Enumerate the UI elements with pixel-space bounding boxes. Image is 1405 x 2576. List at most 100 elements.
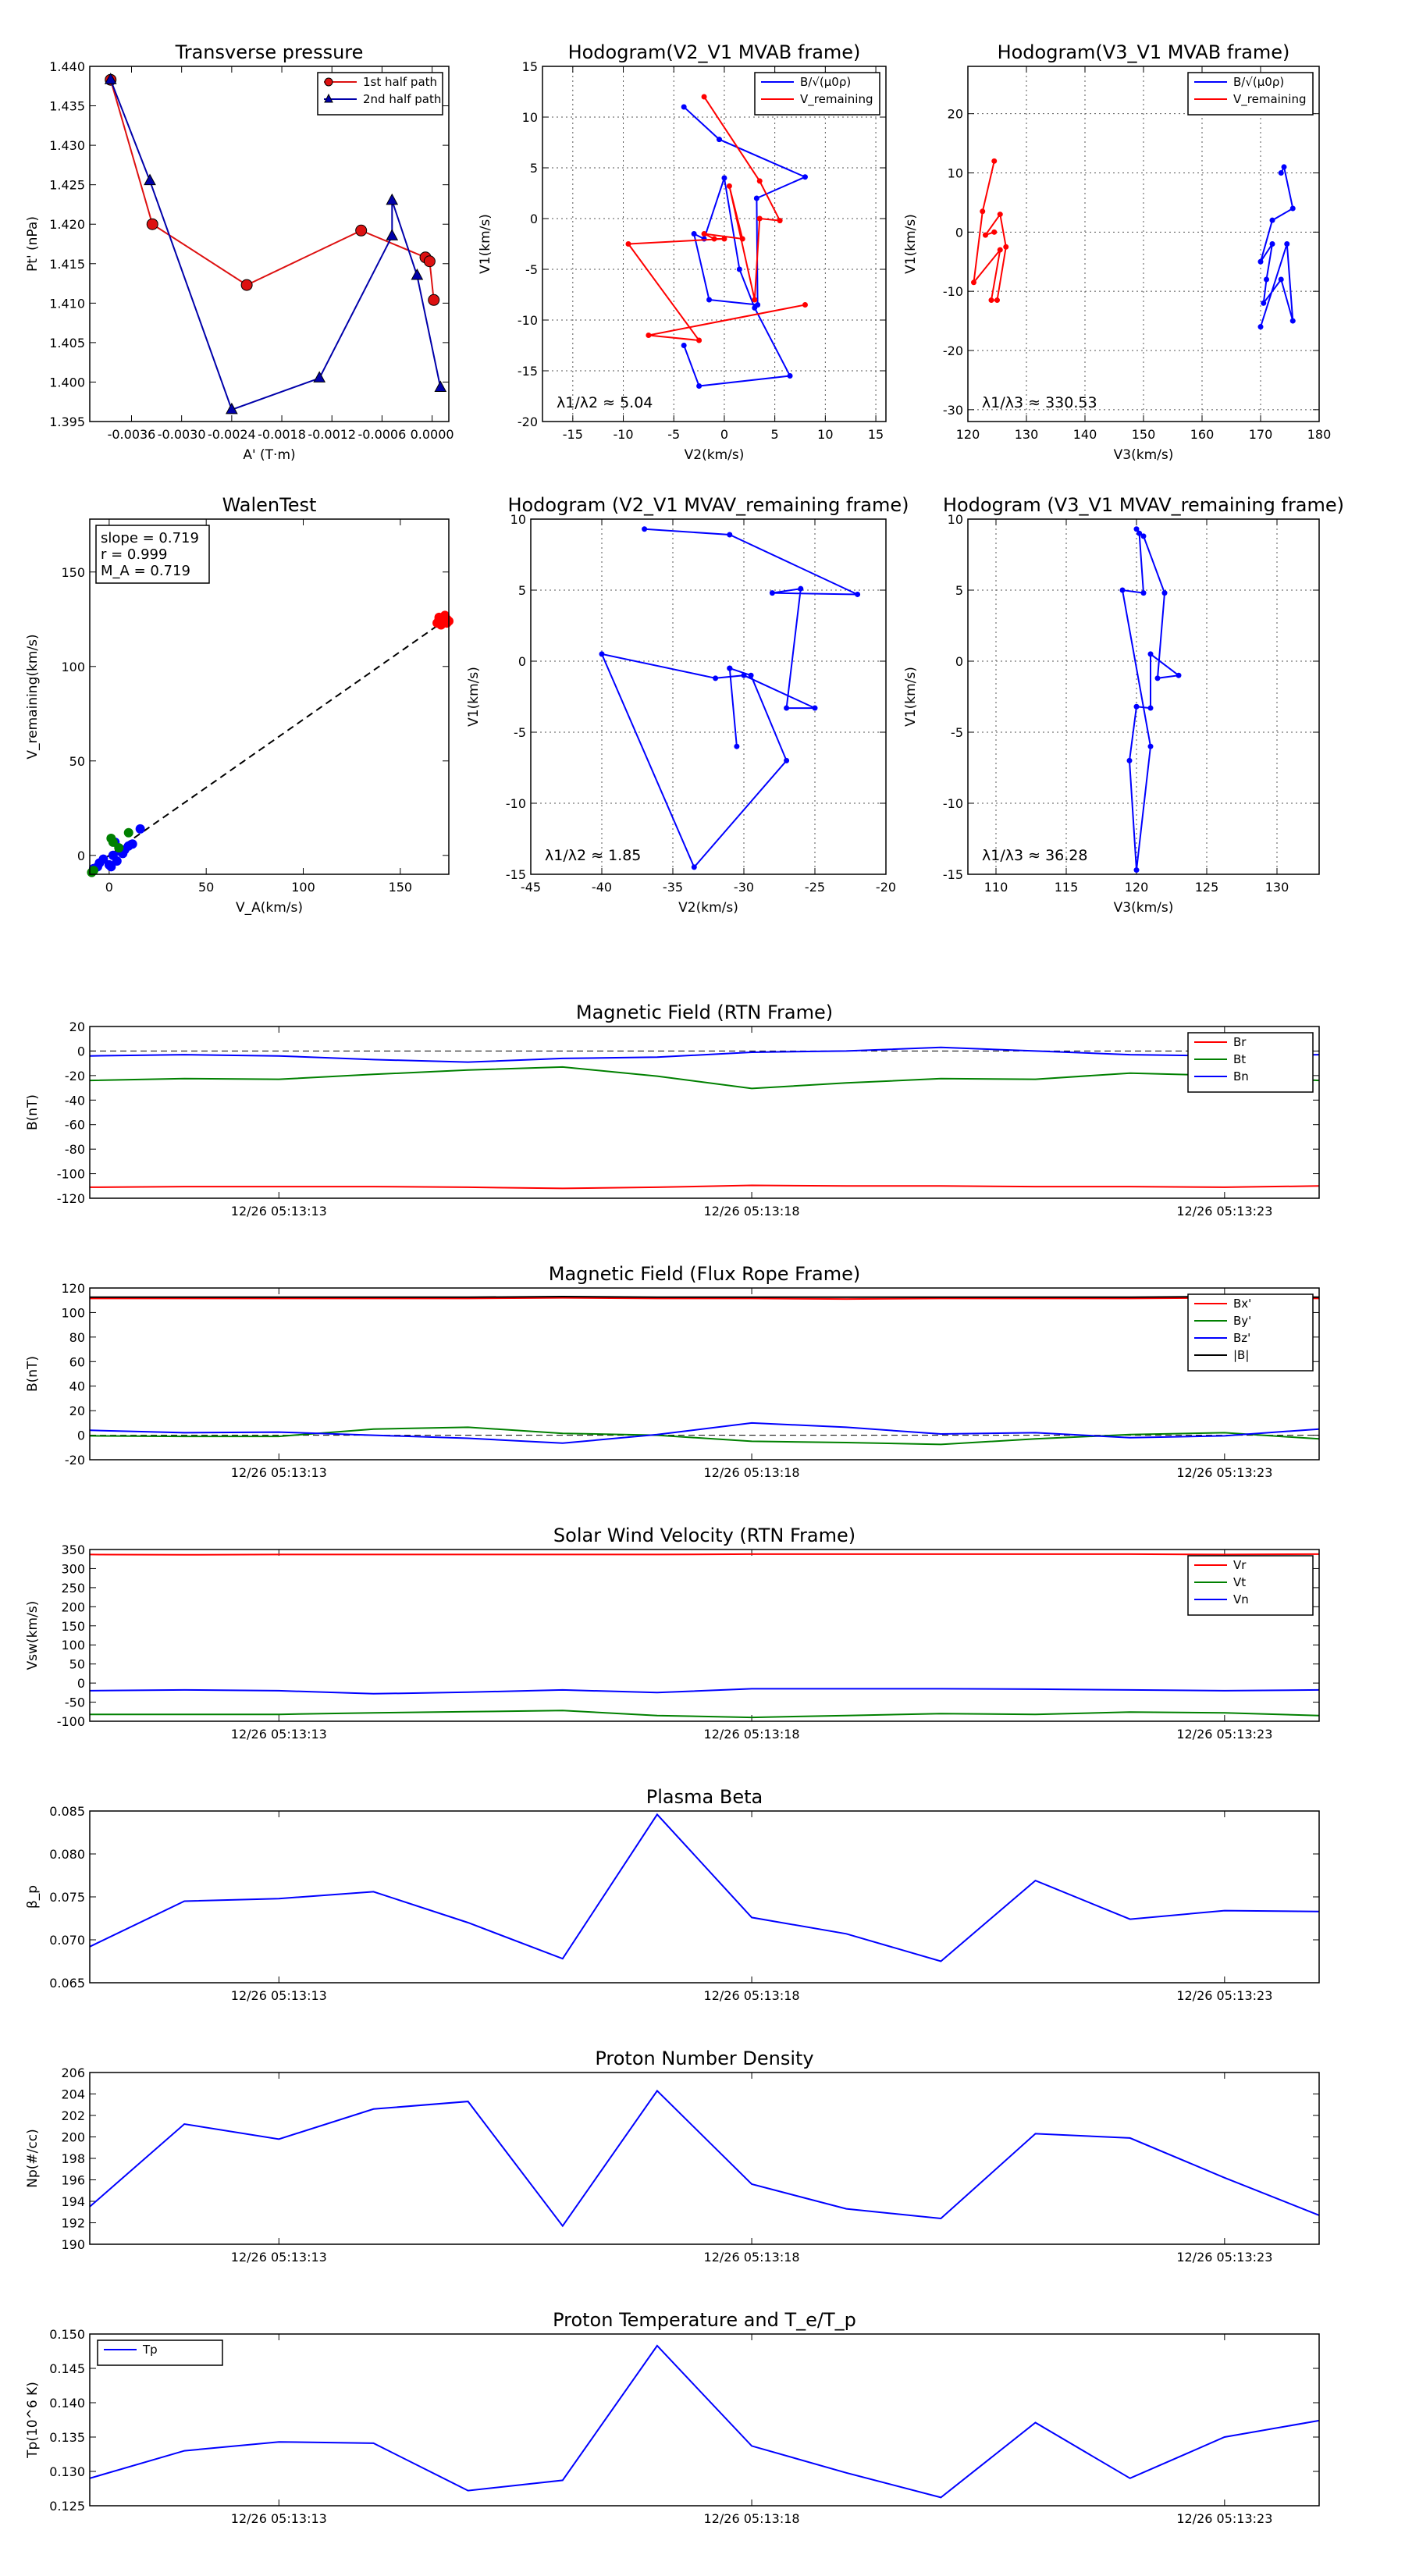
data-point xyxy=(752,304,758,311)
y-tick-label: 196 xyxy=(61,2173,85,2188)
series-line-V2 xyxy=(728,668,738,747)
y-tick-label: -40 xyxy=(65,1093,85,1108)
data-point xyxy=(727,665,733,671)
y-tick-label: -10 xyxy=(943,796,963,811)
y-tick-label: 60 xyxy=(69,1354,85,1369)
y-tick-label: -80 xyxy=(65,1142,85,1157)
data-point xyxy=(983,232,988,238)
x-axis-label: A' (T·m) xyxy=(243,447,295,463)
plot-frame xyxy=(530,518,887,875)
x-tick-label: 120 xyxy=(1125,880,1149,895)
x-tick-label: 12/26 05:13:23 xyxy=(1176,2511,1272,2526)
data-point xyxy=(784,705,790,711)
chart-title: Hodogram (V3_V1 MVAV_remaining frame) xyxy=(943,494,1344,516)
y-tick-label: -120 xyxy=(57,1191,85,1206)
y-tick-label: 1.415 xyxy=(49,257,85,272)
legend-box xyxy=(1187,72,1314,116)
data-point xyxy=(701,94,707,100)
x-tick-label: 12/26 05:13:18 xyxy=(704,2511,800,2526)
legend-entry: By' xyxy=(1233,1314,1251,1328)
data-point xyxy=(355,224,368,237)
x-tick-label: 12/26 05:13:13 xyxy=(231,1988,327,2003)
y-tick-label: 202 xyxy=(61,2108,85,2123)
hodogram-v2v1-mvab-panel: -15 -10 -5 0 5 10 15 -20 -15 -10 -5 0 5 10 15 Hodogram(… xyxy=(478,41,887,463)
y-tick-label: 1.405 xyxy=(49,336,85,350)
x-tick-label: 140 xyxy=(1073,427,1097,442)
legend-box xyxy=(1187,1293,1314,1372)
x-tick-label: -0.0024 xyxy=(208,427,256,442)
legend-entry: Tp xyxy=(142,2343,158,2357)
y-tick-label: 0 xyxy=(955,225,963,240)
series-line-V xyxy=(600,528,859,869)
data-point xyxy=(812,705,818,711)
series-line-By' xyxy=(89,1426,1320,1446)
y-tick-label: -50 xyxy=(65,1695,85,1710)
y-tick-label: 0 xyxy=(530,212,538,226)
y-tick-label: 10 xyxy=(522,110,538,125)
data-point xyxy=(696,337,702,343)
y-tick-label: 120 xyxy=(61,1281,85,1296)
x-tick-label: 12/26 05:13:18 xyxy=(704,2250,800,2265)
legend-entry: Bz' xyxy=(1233,1331,1250,1345)
y-tick-label: 10 xyxy=(510,512,526,527)
y-tick-label: 100 xyxy=(61,1305,85,1320)
data-point xyxy=(114,843,124,853)
data-point xyxy=(748,672,754,678)
y-tick-label: -20 xyxy=(65,1453,85,1468)
y-tick-label: 1.430 xyxy=(49,138,85,153)
data-point xyxy=(1140,533,1147,539)
legend-box xyxy=(317,72,443,116)
x-tick-label: 12/26 05:13:13 xyxy=(231,2250,327,2265)
legend-entry: B/√(μ0ρ) xyxy=(800,75,851,89)
y-tick-label: -10 xyxy=(943,284,963,299)
fit-line xyxy=(105,617,450,859)
x-tick-label: 12/26 05:13:23 xyxy=(1176,1988,1272,2003)
y-tick-label: 0 xyxy=(77,849,85,863)
data-point xyxy=(739,236,745,242)
x-tick-label: 12/26 05:13:13 xyxy=(231,1204,327,1219)
y-tick-label: 0.145 xyxy=(49,2361,85,2376)
x-tick-label: 12/26 05:13:23 xyxy=(1176,2250,1272,2265)
annotation: λ1/λ2 ≈ 5.04 xyxy=(557,394,653,411)
y-tick-label: 1.435 xyxy=(49,99,85,114)
y-tick-label: -20 xyxy=(518,415,538,429)
annotation: λ1/λ3 ≈ 330.53 xyxy=(982,394,1097,411)
y-tick-label: 194 xyxy=(61,2194,85,2209)
series-line-Vn xyxy=(89,1688,1320,1695)
y-tick-label: 5 xyxy=(530,161,538,176)
data-point xyxy=(112,856,122,866)
y-tick-label: -5 xyxy=(951,725,963,740)
x-tick-label: 110 xyxy=(984,880,1008,895)
y-tick-label: -30 xyxy=(943,403,963,418)
y-tick-label: 20 xyxy=(69,1404,85,1418)
legend: Tp xyxy=(97,2339,223,2366)
data-point xyxy=(1147,651,1154,657)
x-tick-label: 130 xyxy=(1265,880,1289,895)
y-tick-label: 0 xyxy=(77,1676,85,1691)
series-line-beta xyxy=(89,1813,1320,1962)
data-point xyxy=(1289,205,1296,212)
data-point xyxy=(716,137,722,143)
plot-frame xyxy=(89,1287,1320,1461)
x-tick-label: -15 xyxy=(563,427,583,442)
legend-entry: Vn xyxy=(1233,1592,1249,1606)
data-point xyxy=(752,297,758,303)
y-tick-label: -10 xyxy=(518,313,538,328)
y-tick-label: 250 xyxy=(61,1581,85,1596)
series-line-2nd half path xyxy=(109,79,442,411)
data-point xyxy=(777,218,783,224)
y-tick-label: 10 xyxy=(948,512,963,527)
y-tick-label: 0.085 xyxy=(49,1804,85,1819)
x-tick-label: 160 xyxy=(1190,427,1215,442)
y-tick-label: 80 xyxy=(69,1330,85,1345)
data-point xyxy=(1289,318,1296,324)
plasma-beta-panel: 12/26 05:13:13 12/26 05:13:18 12/26 05:13:… xyxy=(25,1786,1320,2003)
data-point xyxy=(1278,170,1284,176)
data-point xyxy=(1161,590,1168,596)
proton-number-density-panel: 12/26 05:13:13 12/26 05:13:18 12/26 05:13:… xyxy=(25,2048,1320,2265)
x-tick-label: 170 xyxy=(1249,427,1273,442)
x-tick-label: 15 xyxy=(868,427,884,442)
y-axis-label: Np(#/cc) xyxy=(25,2129,41,2187)
